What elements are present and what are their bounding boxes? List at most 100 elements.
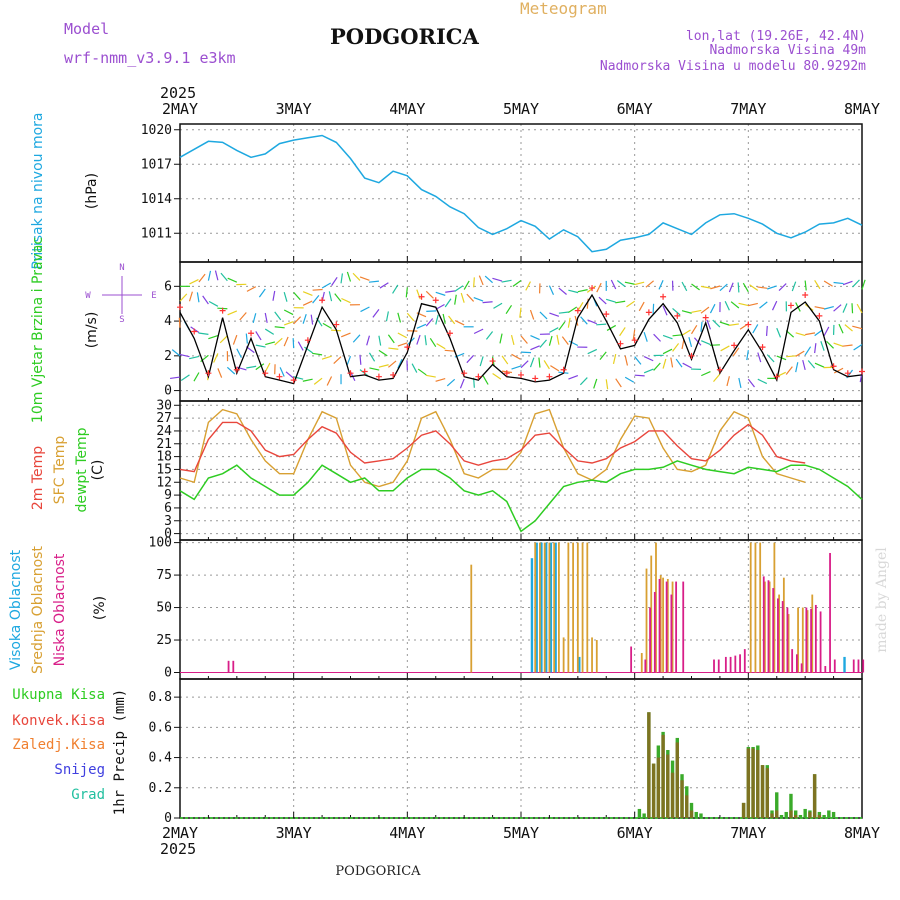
- top-x-label: 4MAY: [389, 100, 425, 118]
- clouds-ytick-label: 75: [156, 568, 172, 583]
- temperature-ytick-label: 12: [156, 475, 172, 490]
- wind-gust-marker: [645, 309, 652, 316]
- wind-arrow: [643, 331, 648, 342]
- wind-arrow: [701, 371, 711, 377]
- wind-arrow: [710, 285, 721, 290]
- cloud-bar-srednja: [811, 594, 814, 673]
- cloud-bar-srednja: [754, 542, 757, 673]
- top-x-label: 6MAY: [617, 100, 653, 118]
- wind-arrow: [833, 281, 844, 285]
- wind-arrow: [610, 279, 617, 290]
- cloud-bar-niska: [670, 594, 673, 673]
- pressure-ytick-label: 1011: [141, 226, 172, 241]
- wind-arrow: [198, 273, 206, 283]
- wind-arrow: [274, 311, 282, 321]
- top-x-label: 5MAY: [503, 100, 539, 118]
- wind-arrow: [293, 291, 301, 301]
- wind-arrow: [742, 282, 749, 293]
- wind-arrow: [359, 369, 369, 377]
- wind-arrow: [795, 332, 806, 337]
- temperature-ytick-label: 24: [156, 424, 172, 439]
- cloud-bar-srednja: [567, 542, 570, 673]
- wind-arrow: [397, 359, 403, 369]
- mid-cloud-title: Srednja Oblacnost: [30, 546, 46, 674]
- wind-arrow: [359, 354, 362, 365]
- cloud-bar-srednja: [749, 542, 752, 673]
- wind-arrow: [198, 332, 209, 335]
- top-x-label: 2MAY: [162, 100, 198, 118]
- wind-arrow: [170, 376, 181, 380]
- wind-arrow: [304, 346, 313, 354]
- wind-gust-marker: [745, 321, 752, 328]
- wind-arrow: [856, 303, 863, 314]
- compass-west: W: [85, 291, 91, 301]
- wind-arrow: [771, 300, 778, 311]
- wind-arrow: [759, 301, 768, 309]
- cloud-bar-niska: [862, 659, 865, 673]
- wind-arrow: [492, 277, 503, 282]
- wind-arrow: [728, 323, 739, 326]
- wind-ylabel: (m/s): [84, 312, 100, 349]
- bottom-x-label: 3MAY: [276, 824, 312, 842]
- pressure-ylabel: (hPa): [84, 173, 100, 209]
- cloud-bar-niska: [729, 656, 732, 673]
- wind-arrow: [189, 355, 200, 360]
- wind-arrow: [586, 285, 596, 293]
- cloud-bar-visoka: [535, 542, 538, 673]
- bottom-x-label: 6MAY: [617, 824, 653, 842]
- cloud-bar-srednja: [797, 607, 799, 673]
- wind-gust-marker: [816, 312, 823, 319]
- precip-bar-convective: [765, 768, 769, 818]
- wind-arrow: [691, 283, 700, 291]
- cloud-bar-niska: [800, 663, 803, 673]
- wind-arrow: [385, 311, 389, 322]
- wind-arrow: [693, 337, 702, 346]
- wind-arrow: [580, 316, 588, 325]
- wind-arrow: [283, 320, 294, 326]
- wind-arrow: [709, 303, 716, 314]
- cloud-bar-niska: [734, 655, 737, 673]
- wind-arrow: [833, 342, 844, 347]
- precip-frozen-title: Zaledj.Kisa: [12, 737, 105, 753]
- wind-arrow: [341, 297, 351, 304]
- wind-arrow: [444, 298, 452, 308]
- wind-arrow: [264, 328, 275, 335]
- cloud-bar-srednja: [595, 640, 598, 673]
- wind-arrow: [313, 377, 323, 385]
- precip-bar-convective: [666, 754, 670, 818]
- cloud-bar-niska: [772, 588, 775, 673]
- wind-arrow: [333, 356, 342, 364]
- wind-arrow: [561, 336, 569, 345]
- wind-arrow: [606, 324, 617, 331]
- cloud-bar-niska: [777, 598, 779, 673]
- wind-arrow: [292, 338, 295, 349]
- temperature-ytick-label: 0: [164, 527, 172, 542]
- temperature-labels: 2m Temp SFC Temp dewpt Temp (C): [30, 427, 106, 512]
- wind-arrow: [512, 279, 522, 287]
- wind-gust-marker: [205, 370, 212, 377]
- wind-arrow: [220, 272, 228, 282]
- wind-gust-marker: [290, 377, 297, 384]
- wind-arrow: [670, 357, 674, 368]
- cloud-bar-visoka: [530, 558, 534, 673]
- cloud-bar-niska: [675, 581, 678, 673]
- wind-arrow: [227, 310, 238, 316]
- elevation-label: Nadmorska Visina 49m: [709, 43, 866, 58]
- wind-gust-marker: [546, 373, 553, 380]
- precip-bar-total: [831, 811, 836, 818]
- wind-gust-marker: [844, 370, 851, 377]
- wind-arrow: [543, 360, 550, 370]
- wind-arrow: [368, 280, 379, 283]
- cloud-bar-niska: [743, 649, 746, 673]
- cloud-bar-niska: [649, 607, 651, 673]
- pressure-title: Pritisak na nivou mora: [30, 112, 46, 269]
- wind-arrow: [730, 301, 740, 309]
- wind-arrow: [435, 303, 445, 310]
- wind-arrow: [460, 292, 465, 303]
- wind-gust-marker: [461, 370, 468, 377]
- wind-arrow: [833, 304, 842, 312]
- wind-gust-marker: [333, 321, 340, 328]
- wind-arrow: [842, 344, 853, 347]
- wind-arrow: [511, 353, 521, 360]
- wind-gust-marker: [702, 314, 709, 321]
